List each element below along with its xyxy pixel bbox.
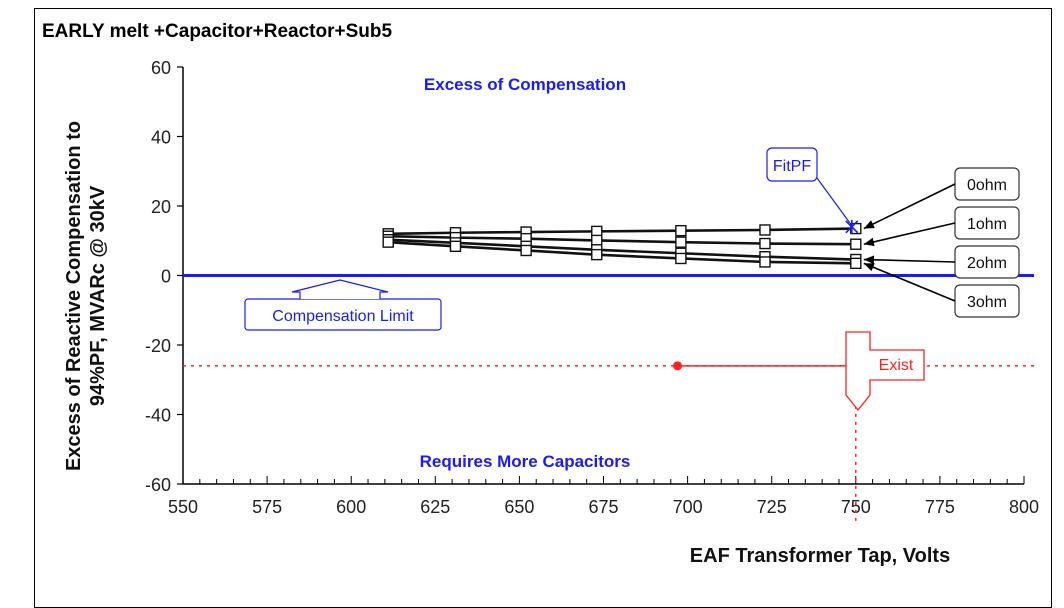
callout-leader-1ohm — [863, 222, 956, 246]
x-tick-label: 700 — [673, 497, 703, 517]
fitpf-point — [845, 219, 859, 234]
chart-title: EARLY melt +Capacitor+Reactor+Sub5 — [42, 21, 392, 42]
y-tick-label: -40 — [145, 406, 171, 426]
data-point-3ohm — [591, 248, 603, 261]
data-point-1ohm — [850, 238, 862, 250]
x-tick-label: 775 — [925, 497, 955, 517]
callout-arrowhead-3ohm — [863, 263, 875, 272]
x-tick-label: 650 — [504, 497, 534, 517]
data-point-0ohm — [759, 224, 771, 236]
y-tick-label: 20 — [151, 197, 171, 217]
x-tick-label: 725 — [757, 497, 787, 517]
y-tick-label: -60 — [145, 475, 171, 495]
data-point-3ohm — [675, 252, 687, 265]
callout-label-1ohm: 1ohm — [967, 216, 1007, 233]
fitpf-callout-box — [766, 147, 818, 182]
y-axis-label-line2: 94%PF, MVARc @ 30kV — [87, 185, 109, 406]
data-point-3ohm — [520, 244, 532, 257]
chart: EARLY melt +Capacitor+Reactor+Sub5 60 40 2… — [42, 21, 1039, 566]
callout-leader-0ohm — [863, 183, 956, 230]
x-tick-label: 800 — [1009, 497, 1039, 517]
data-point-1ohm — [759, 237, 771, 250]
exist-start-point — [673, 361, 683, 371]
compensation-limit-arrow — [291, 279, 389, 299]
data-point-1ohm — [591, 234, 603, 247]
callout-leader-2ohm — [863, 258, 956, 263]
data-point-1ohm — [675, 236, 687, 248]
x-tick-label: 625 — [420, 497, 450, 517]
callout-label-0ohm: 0ohm — [967, 177, 1007, 194]
callout-label-2ohm: 2ohm — [967, 255, 1007, 272]
callout-label-3ohm: 3ohm — [967, 294, 1007, 311]
callout-arrowhead-2ohm — [863, 255, 875, 265]
callout-arrowhead-1ohm — [863, 237, 875, 247]
x-tick-label: 550 — [168, 497, 198, 517]
fitpf-callout-leader — [816, 177, 851, 224]
data-point-3ohm — [382, 236, 394, 248]
exist-callout-box — [845, 331, 925, 412]
x-tick-label: 750 — [841, 497, 871, 517]
zone-bottom-label: Requires More Capacitors — [420, 452, 631, 471]
y-tick-label: 60 — [151, 58, 171, 78]
x-tick-label: 675 — [588, 497, 618, 517]
y-axis-label-line1: Excess of Reactive Compensation to — [63, 121, 85, 471]
y-tick-label: -20 — [145, 336, 171, 356]
data-point-0ohm — [675, 224, 687, 237]
y-tick-label: 40 — [151, 128, 171, 148]
x-tick-label: 575 — [252, 497, 282, 517]
annotations: FitPF 0ohm 1ohm 2ohm 3ohm Compensation Limit E… — [244, 147, 1020, 412]
compensation-limit-label: Compensation Limit — [272, 308, 414, 325]
callout-arrowhead-0ohm — [863, 220, 875, 229]
data-point-3ohm — [449, 240, 462, 253]
fitpf-callout-label: FitPF — [773, 158, 811, 175]
data-point-3ohm — [850, 257, 862, 270]
exist-callout-label: Exist — [879, 357, 914, 374]
callout-leader-3ohm — [863, 262, 956, 302]
data-point-3ohm — [759, 256, 771, 268]
x-axis-label: EAF Transformer Tap, Volts — [690, 545, 950, 566]
x-tick-label: 600 — [336, 497, 366, 517]
zone-top-label: Excess of Compensation — [424, 75, 626, 94]
y-tick-label: 0 — [161, 267, 171, 287]
